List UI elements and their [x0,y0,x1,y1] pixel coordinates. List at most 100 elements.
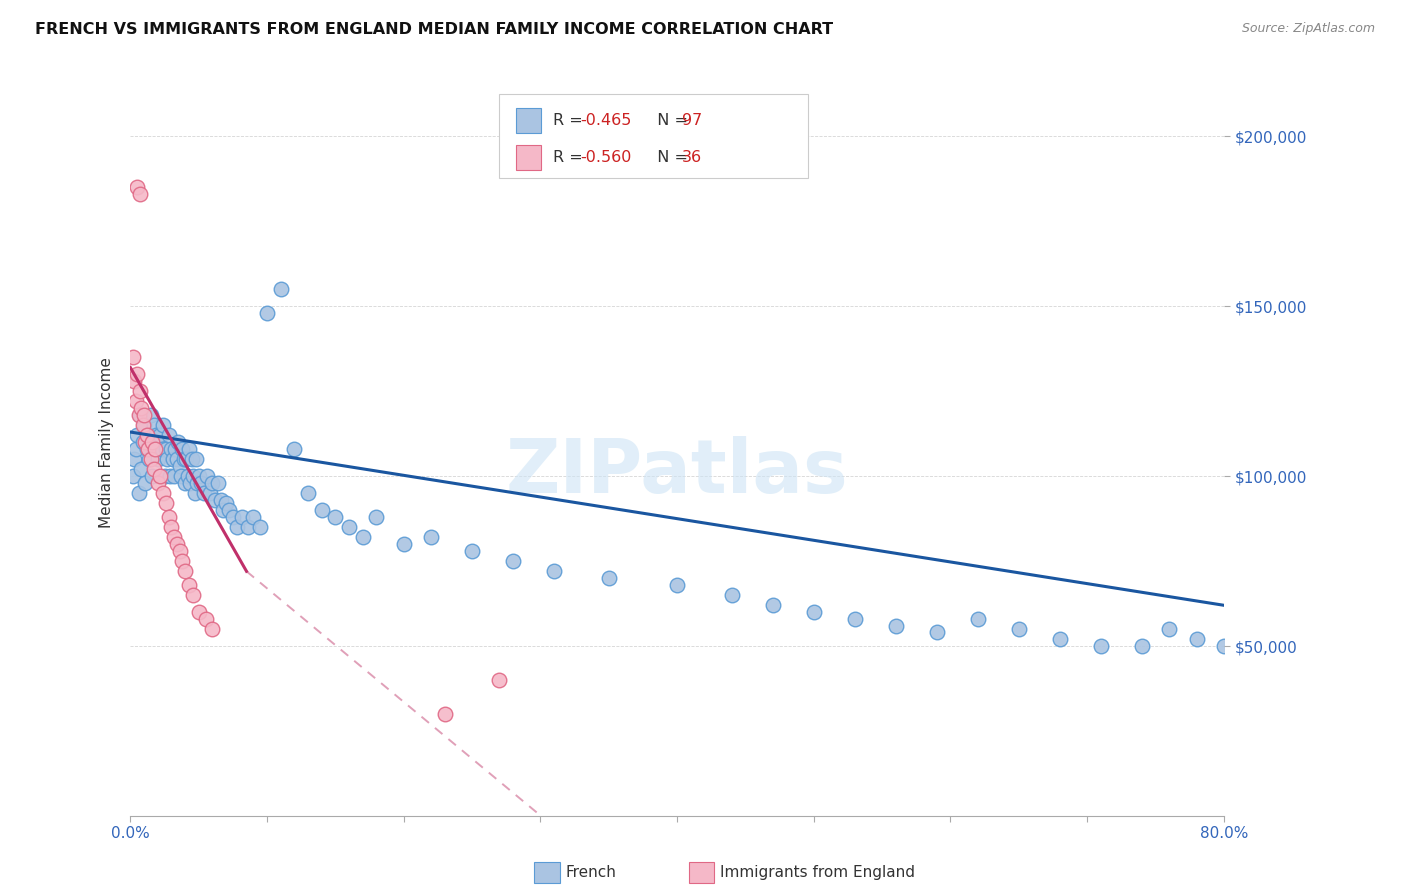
Point [127,368,149,382]
Point [598,571,620,585]
Point [159,469,181,483]
Point [132,418,155,433]
Text: N =: N = [647,113,693,128]
Point [194,612,217,626]
Point [129,401,152,416]
Text: -0.560: -0.560 [581,151,633,165]
Text: ZIPatlas: ZIPatlas [506,435,848,508]
Point [925,625,948,640]
Text: -0.465: -0.465 [581,113,633,128]
Point [195,469,218,483]
Point [173,452,195,467]
Point [1212,639,1234,653]
Point [488,673,510,687]
Point [311,503,333,517]
Point [138,452,160,467]
Point [184,452,207,467]
Text: R =: R = [553,113,588,128]
Point [1090,639,1112,653]
Point [157,428,180,442]
Point [193,486,215,500]
Point [155,496,177,510]
Point [132,408,155,422]
Point [352,530,374,544]
Point [433,706,456,721]
Point [249,520,271,534]
Point [176,452,198,467]
Point [181,469,204,483]
Point [167,435,190,450]
Point [152,418,174,433]
Point [135,428,157,442]
Point [165,442,187,456]
Point [502,554,524,568]
Text: FRENCH VS IMMIGRANTS FROM ENGLAND MEDIAN FAMILY INCOME CORRELATION CHART: FRENCH VS IMMIGRANTS FROM ENGLAND MEDIAN… [35,22,834,37]
Point [136,428,159,442]
Point [128,408,150,422]
Point [153,469,176,483]
Point [283,442,305,456]
Point [1130,639,1153,653]
Point [181,588,204,602]
Point [1185,632,1208,647]
Point [177,469,200,483]
Point [461,544,484,558]
Point [125,394,148,409]
Point [157,510,180,524]
Point [966,612,988,626]
Point [129,462,152,476]
Point [134,475,156,490]
Point [392,537,415,551]
Point [152,486,174,500]
Point [543,564,565,578]
Point [142,418,165,433]
Point [122,351,145,365]
Point [124,452,146,467]
Point [145,428,167,442]
Point [198,486,221,500]
Point [139,452,162,467]
Point [129,187,152,202]
Point [183,486,205,500]
Text: N =: N = [647,151,693,165]
Point [1159,622,1181,636]
Point [884,618,907,632]
Point [160,442,183,456]
Point [179,475,201,490]
Point [187,605,209,619]
Point [720,588,742,602]
Point [844,612,866,626]
Text: 97: 97 [682,113,702,128]
Point [128,486,150,500]
Point [129,384,152,399]
Point [204,492,226,507]
Point [207,475,229,490]
Point [179,578,201,592]
Point [215,496,238,510]
Point [169,458,191,473]
Text: Source: ZipAtlas.com: Source: ZipAtlas.com [1241,22,1375,36]
Point [163,530,186,544]
Point [218,503,240,517]
Point [141,469,163,483]
Point [166,452,188,467]
Point [325,510,347,524]
Point [803,605,825,619]
Point [143,442,166,456]
Point [270,282,292,296]
Point [170,469,193,483]
Point [127,428,149,442]
Point [131,418,153,433]
Point [297,486,319,500]
Point [169,544,191,558]
Text: French: French [565,865,616,880]
Point [141,435,163,450]
Point [180,452,202,467]
Point [174,475,197,490]
Point [236,520,259,534]
Point [242,510,264,524]
Point [420,530,443,544]
Point [160,520,183,534]
Point [146,475,169,490]
Point [149,469,172,483]
